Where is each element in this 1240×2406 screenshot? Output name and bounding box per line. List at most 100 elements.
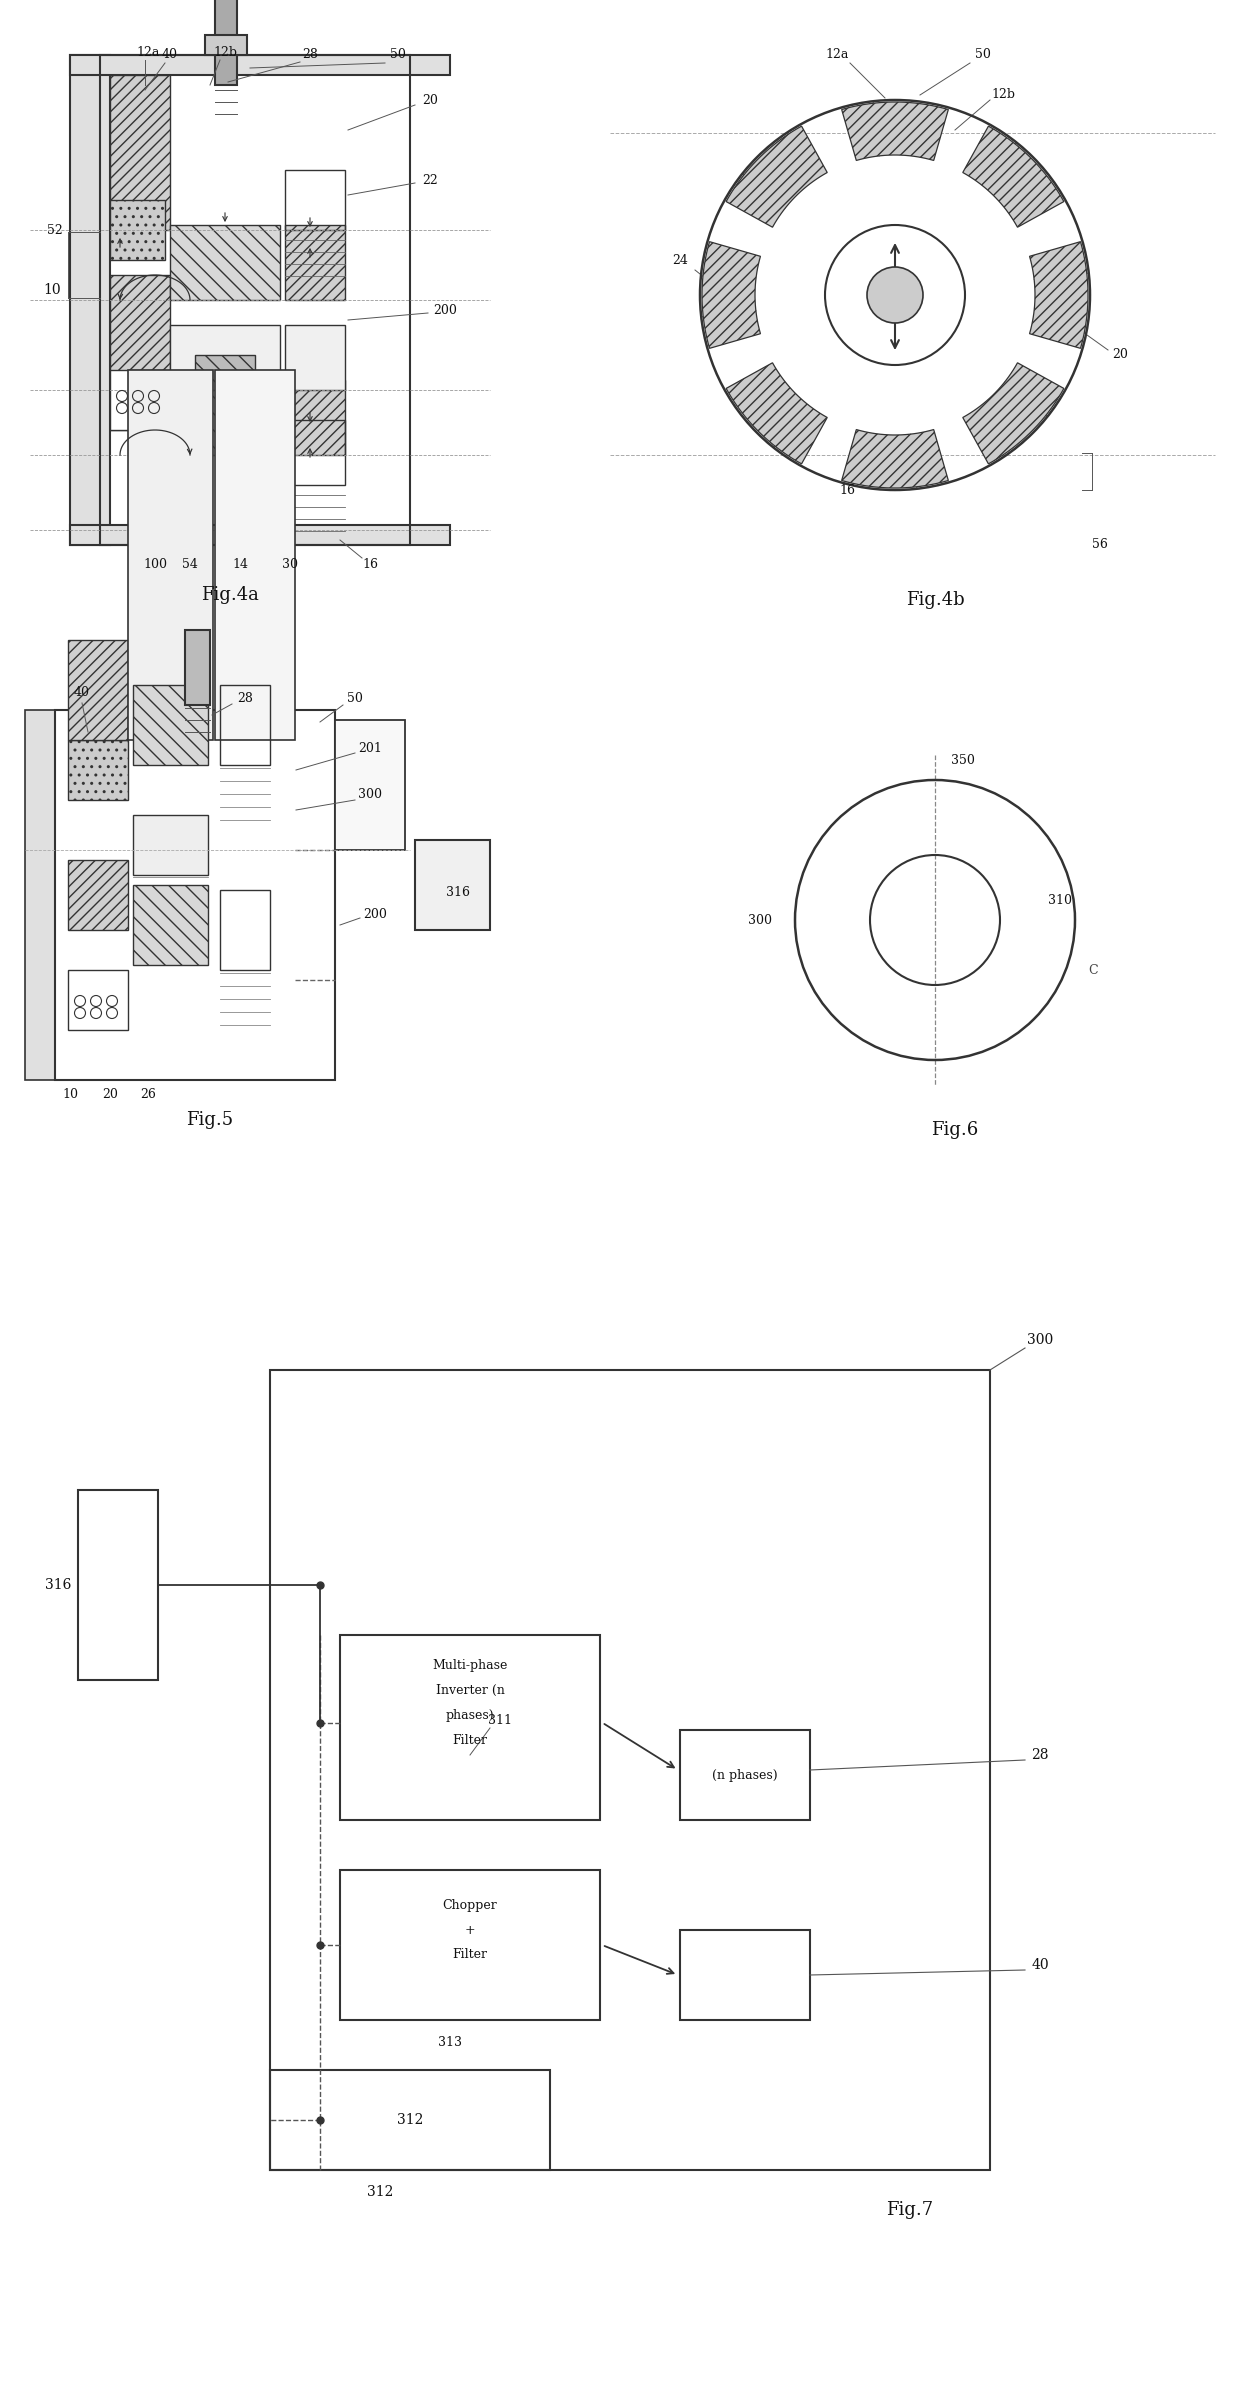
Text: 12a: 12a: [136, 46, 160, 60]
Text: Fig.5: Fig.5: [186, 1112, 233, 1128]
Bar: [270, 1369, 990, 2170]
Bar: [680, 1730, 810, 1819]
Bar: [285, 325, 345, 390]
Bar: [170, 226, 280, 301]
Text: 50: 50: [391, 48, 405, 63]
Bar: [340, 1869, 600, 2021]
Bar: [205, 36, 247, 55]
Text: 56: 56: [1092, 539, 1107, 551]
Text: 16: 16: [362, 558, 378, 573]
Polygon shape: [842, 101, 949, 161]
Text: Filter: Filter: [453, 1732, 487, 1747]
Text: Chopper: Chopper: [443, 1898, 497, 1910]
Text: 24: 24: [672, 253, 688, 267]
Text: 40: 40: [74, 686, 91, 700]
Bar: [55, 710, 335, 1080]
Text: 312: 312: [397, 2112, 423, 2127]
Bar: [215, 371, 295, 741]
Text: 20: 20: [422, 94, 438, 106]
Text: 311: 311: [489, 1713, 512, 1728]
Bar: [133, 885, 208, 965]
Bar: [100, 55, 410, 546]
Text: 310: 310: [1048, 893, 1073, 907]
Text: Filter: Filter: [453, 1949, 487, 1961]
Text: 313: 313: [438, 2035, 463, 2048]
Bar: [340, 1636, 600, 1819]
Polygon shape: [962, 363, 1064, 464]
Bar: [69, 55, 450, 75]
Text: 26: 26: [140, 1088, 156, 1102]
Text: 300: 300: [358, 789, 382, 801]
Text: 40: 40: [1032, 1958, 1049, 1973]
Bar: [170, 380, 280, 455]
Bar: [110, 200, 165, 260]
Text: 54: 54: [182, 558, 198, 573]
Text: Inverter (n: Inverter (n: [435, 1684, 505, 1696]
Text: 300: 300: [1027, 1333, 1053, 1347]
Bar: [110, 274, 170, 431]
Text: 12b: 12b: [213, 46, 237, 60]
Bar: [219, 890, 270, 970]
Bar: [128, 371, 213, 741]
Text: +: +: [465, 1922, 475, 1937]
Text: 316: 316: [45, 1578, 71, 1593]
Text: 200: 200: [433, 303, 456, 318]
Text: Fig.4a: Fig.4a: [201, 587, 259, 604]
Text: 316: 316: [446, 885, 470, 897]
Text: 40: 40: [162, 48, 179, 63]
Bar: [270, 2069, 551, 2170]
Text: 300: 300: [748, 914, 773, 926]
Bar: [285, 421, 345, 486]
Bar: [195, 356, 255, 390]
Polygon shape: [727, 125, 827, 226]
Text: 28: 28: [1032, 1749, 1049, 1761]
Text: 52: 52: [47, 224, 63, 236]
Text: 12b: 12b: [991, 89, 1016, 101]
Bar: [285, 171, 345, 231]
Text: 20: 20: [102, 1088, 118, 1102]
Text: C: C: [1089, 962, 1097, 977]
Text: 201: 201: [358, 741, 382, 755]
Text: Fig.4b: Fig.4b: [905, 592, 965, 609]
Text: Fig.7: Fig.7: [887, 2201, 934, 2218]
Text: 10: 10: [62, 1088, 78, 1102]
Text: 30: 30: [281, 558, 298, 573]
Bar: [68, 859, 128, 931]
Bar: [68, 741, 128, 801]
Bar: [285, 226, 345, 301]
Bar: [25, 710, 55, 1080]
Text: 28: 28: [303, 48, 317, 63]
Text: 22: 22: [422, 173, 438, 188]
Bar: [68, 970, 128, 1030]
Text: 16: 16: [839, 484, 856, 496]
Text: Multi-phase: Multi-phase: [433, 1658, 507, 1672]
Bar: [110, 371, 165, 431]
Bar: [69, 55, 110, 546]
Bar: [110, 75, 170, 231]
Bar: [335, 719, 405, 849]
Text: (n phases): (n phases): [712, 1768, 777, 1780]
Polygon shape: [962, 125, 1064, 226]
Bar: [133, 816, 208, 876]
Bar: [133, 686, 208, 765]
Text: 312: 312: [367, 2185, 393, 2199]
Text: Fig.6: Fig.6: [931, 1121, 978, 1138]
Text: phases): phases): [445, 1708, 495, 1723]
Bar: [78, 1489, 157, 1679]
Text: 10: 10: [43, 284, 61, 296]
Bar: [68, 640, 128, 741]
Text: 20: 20: [1112, 349, 1128, 361]
Polygon shape: [727, 363, 827, 464]
Text: 14: 14: [232, 558, 248, 573]
Text: 28: 28: [237, 691, 253, 705]
Bar: [285, 380, 345, 455]
Circle shape: [867, 267, 923, 322]
Text: 200: 200: [363, 909, 387, 921]
Bar: [185, 630, 210, 705]
Bar: [219, 686, 270, 765]
Bar: [680, 1930, 810, 2021]
Text: 50: 50: [347, 691, 363, 705]
Bar: [415, 840, 490, 931]
Text: 350: 350: [951, 753, 975, 768]
Polygon shape: [842, 431, 949, 488]
